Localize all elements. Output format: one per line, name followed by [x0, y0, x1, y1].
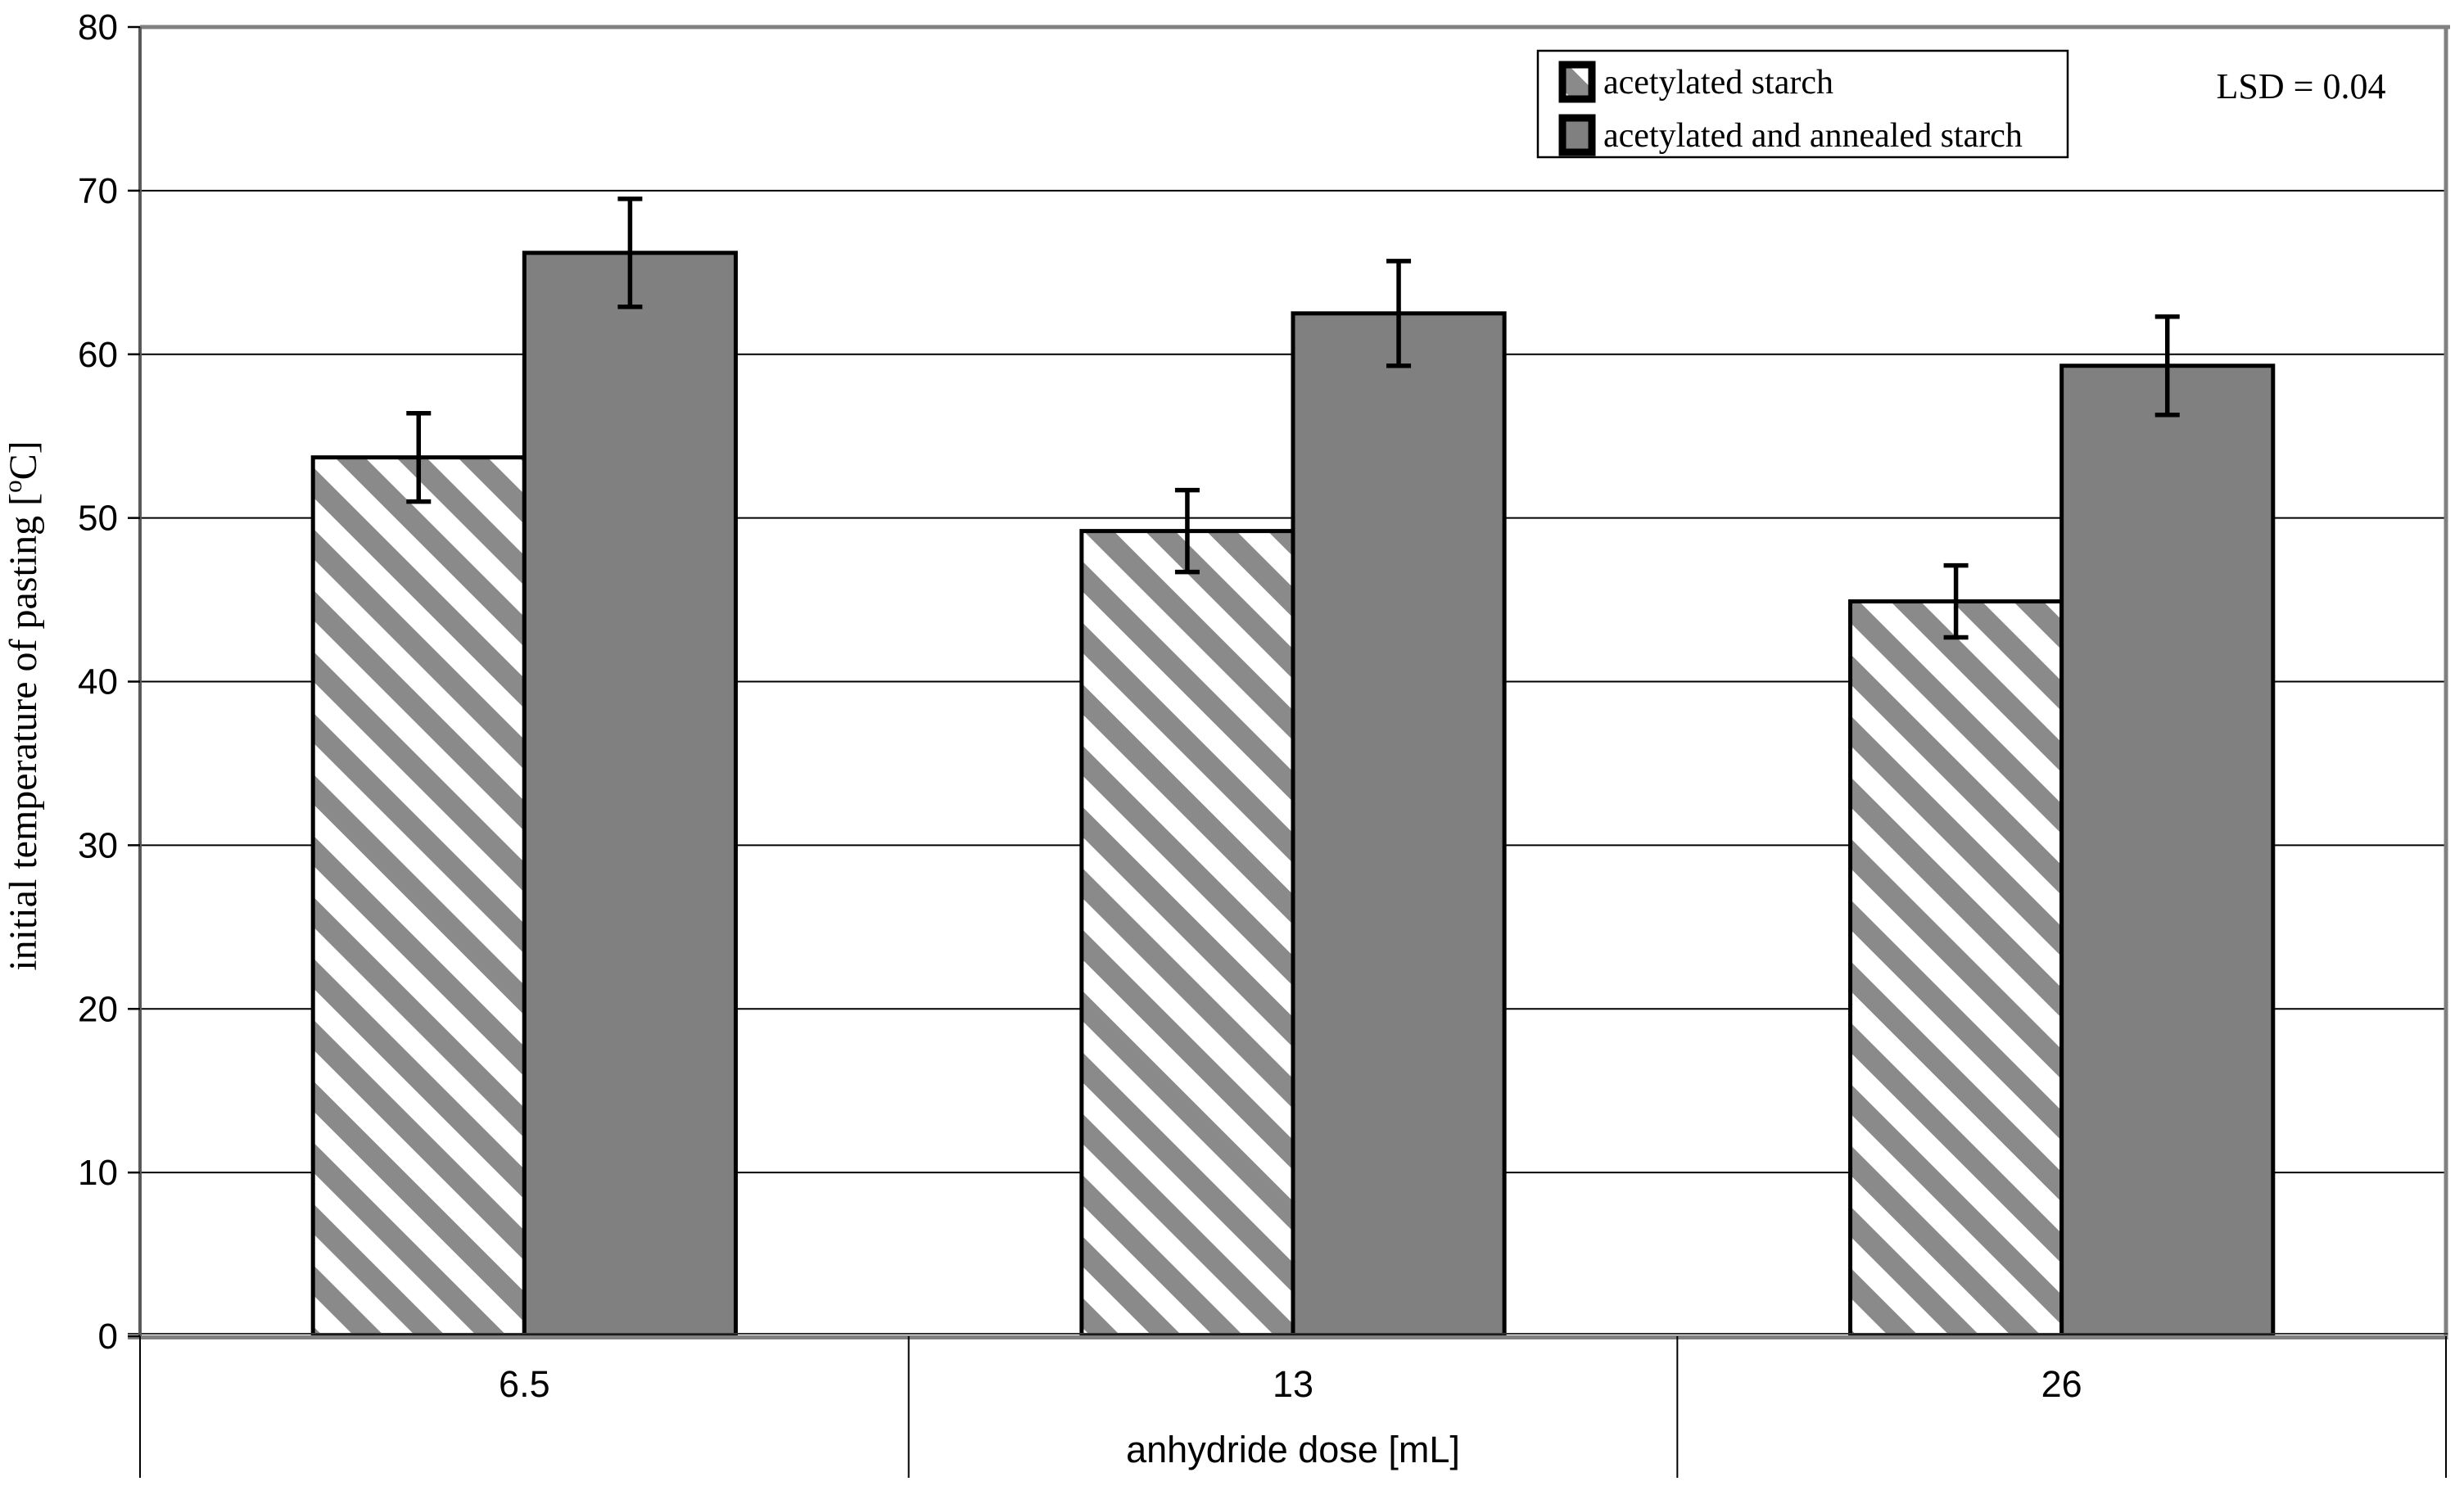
- bar-solid-6.5: [522, 251, 738, 1339]
- x-axis-layer: 6.5 13 26: [139, 1336, 2447, 1478]
- y-tick-label-10: 10: [78, 1153, 118, 1193]
- y-tick-label-80: 80: [78, 7, 118, 47]
- legend-label: acetylated and annealed starch: [1603, 117, 2023, 155]
- plot-borders-layer: [128, 25, 2450, 1339]
- legend-swatch-hatched: [1558, 61, 1596, 103]
- x-category-label-13: 13: [1273, 1363, 1313, 1405]
- x-category-label-6.5: 6.5: [499, 1363, 550, 1405]
- y-axis-title: initial temperature of pasting [oC]: [0, 440, 45, 970]
- legend-swatch-solid: [1558, 114, 1596, 156]
- bar-solid-13: [1291, 311, 1507, 1339]
- y-tick-label-50: 50: [78, 499, 118, 539]
- bar-solid-26: [2059, 364, 2276, 1339]
- error-bar-solid-26: [2154, 314, 2180, 418]
- legend: acetylated starch acetylated and anneale…: [1536, 49, 2069, 159]
- y-axis-layer: 0 10 20 30 40 50 60 70 80: [78, 7, 142, 1357]
- legend-box: [1536, 49, 2069, 159]
- bar-hatched-26: [1848, 599, 2064, 1339]
- legend-item-acetylated-annealed-starch: acetylated and annealed starch: [1558, 114, 2023, 156]
- error-bar-solid-13: [1386, 259, 1412, 368]
- y-tick-label-0: 0: [98, 1317, 118, 1357]
- x-category-label-26: 26: [2041, 1363, 2082, 1405]
- y-tick-label-60: 60: [78, 335, 118, 375]
- plot-border-top: [140, 25, 2450, 29]
- plot-border-right: [2444, 27, 2448, 1336]
- plot-border-bottom: [128, 1335, 2448, 1339]
- legend-item-acetylated-starch: acetylated starch: [1558, 61, 1833, 103]
- error-bar-solid-6.5: [617, 196, 643, 309]
- error-bar-hatched-26: [1943, 562, 1969, 640]
- lsd-annotation: LSD = 0.04: [2217, 66, 2386, 106]
- y-tick-label-70: 70: [78, 171, 118, 211]
- error-bar-hatched-6.5: [406, 410, 432, 504]
- error-bar-hatched-13: [1174, 487, 1200, 575]
- y-tick-label-30: 30: [78, 825, 118, 865]
- y-tick-label-40: 40: [78, 662, 118, 702]
- bar-hatched-13: [1079, 529, 1295, 1339]
- bar-hatched-6.5: [310, 455, 527, 1339]
- legend-label: acetylated starch: [1603, 64, 1833, 102]
- y-tick-label-20: 20: [78, 989, 118, 1029]
- error-bars-layer: [406, 196, 2180, 640]
- x-axis-title: anhydride dose [mL]: [1126, 1429, 1460, 1470]
